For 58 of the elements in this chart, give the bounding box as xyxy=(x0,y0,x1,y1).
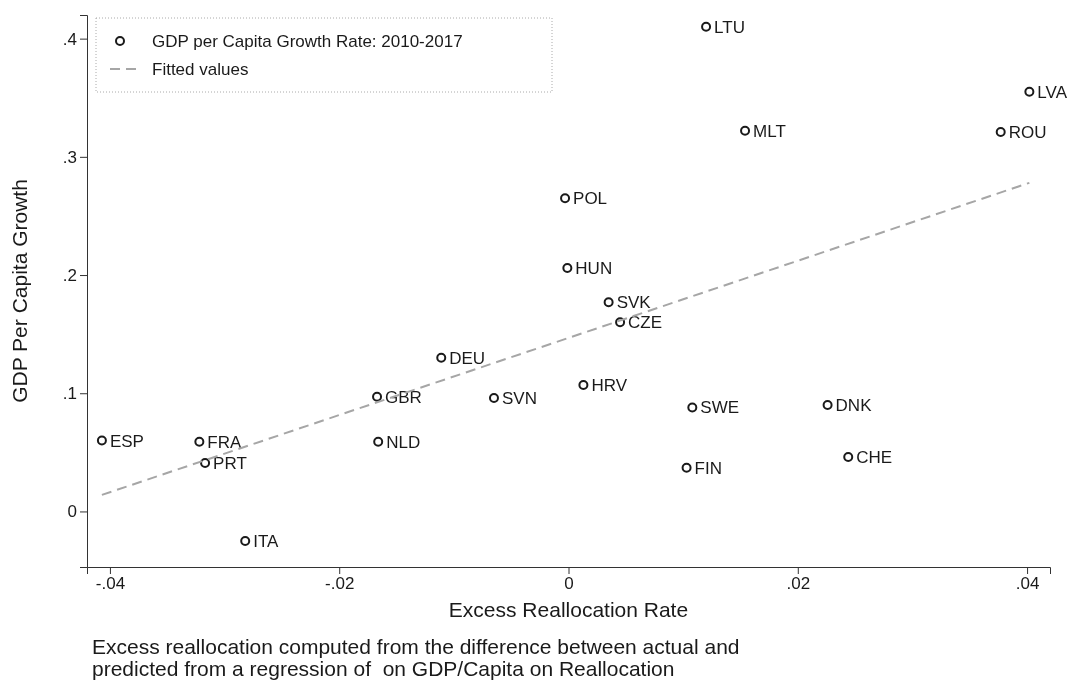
point xyxy=(372,391,383,402)
data-label: CHE xyxy=(856,448,893,468)
y-tick-label: .2 xyxy=(62,265,77,285)
point xyxy=(560,193,571,204)
point xyxy=(615,317,626,328)
point xyxy=(488,392,499,403)
data-label: FIN xyxy=(694,458,722,478)
point xyxy=(240,536,251,546)
point xyxy=(194,436,205,447)
data-label: HRV xyxy=(591,375,628,395)
data-label: LTU xyxy=(714,17,745,37)
x-tick-label: -.02 xyxy=(325,574,355,594)
data-label: GBR xyxy=(385,387,422,407)
y-axis-title: GDP Per Capita Growth xyxy=(8,179,31,403)
x-tick-label: .04 xyxy=(1015,574,1040,594)
point xyxy=(373,436,384,447)
text: Excess reallocation computed from the difference between actual and xyxy=(92,635,740,658)
data-label: FRA xyxy=(207,432,243,452)
point xyxy=(740,125,751,136)
data-label: SWE xyxy=(700,398,740,418)
y-tick-label: 0 xyxy=(67,502,77,522)
point xyxy=(1024,86,1035,97)
data-label: MLT xyxy=(753,121,786,141)
data-label: LVA xyxy=(1037,82,1068,102)
data-label: SVN xyxy=(501,388,537,408)
data-label: DEU xyxy=(449,348,486,368)
x-tick-label: .02 xyxy=(786,574,811,594)
point xyxy=(603,297,614,308)
x-axis-title: Excess Reallocation Rate xyxy=(448,598,689,621)
point xyxy=(687,402,698,413)
point xyxy=(701,21,712,32)
data-label: ITA xyxy=(253,532,280,551)
data-label: ROU xyxy=(1008,123,1047,143)
y-tick-label: .1 xyxy=(62,384,77,404)
x-tick-label: -.04 xyxy=(95,574,126,594)
data-label: POL xyxy=(573,189,608,209)
data-label: CZE xyxy=(628,313,663,333)
point xyxy=(562,262,573,273)
legend-label: Fitted values xyxy=(152,60,249,79)
text: predicted from a regression of on GDP/Capita on Reallocation xyxy=(92,657,675,680)
legend-label: GDP per Capita Growth Rate: 2010-2017 xyxy=(152,32,463,51)
point xyxy=(436,352,447,363)
data-label: NLD xyxy=(386,432,421,452)
point xyxy=(843,452,854,463)
data-label: HUN xyxy=(575,258,613,278)
point xyxy=(96,435,107,446)
data-label: DNK xyxy=(835,396,873,416)
point xyxy=(681,462,692,473)
data-label: SVK xyxy=(616,293,652,313)
data-label: ESP xyxy=(109,431,144,451)
y-tick-label: .3 xyxy=(62,147,77,167)
data-label: PRT xyxy=(213,453,247,473)
point xyxy=(995,127,1006,138)
point xyxy=(200,457,211,468)
x-tick-label: 0 xyxy=(564,574,574,594)
y-tick-label: .4 xyxy=(62,29,77,49)
point xyxy=(822,400,833,411)
point xyxy=(578,379,589,390)
